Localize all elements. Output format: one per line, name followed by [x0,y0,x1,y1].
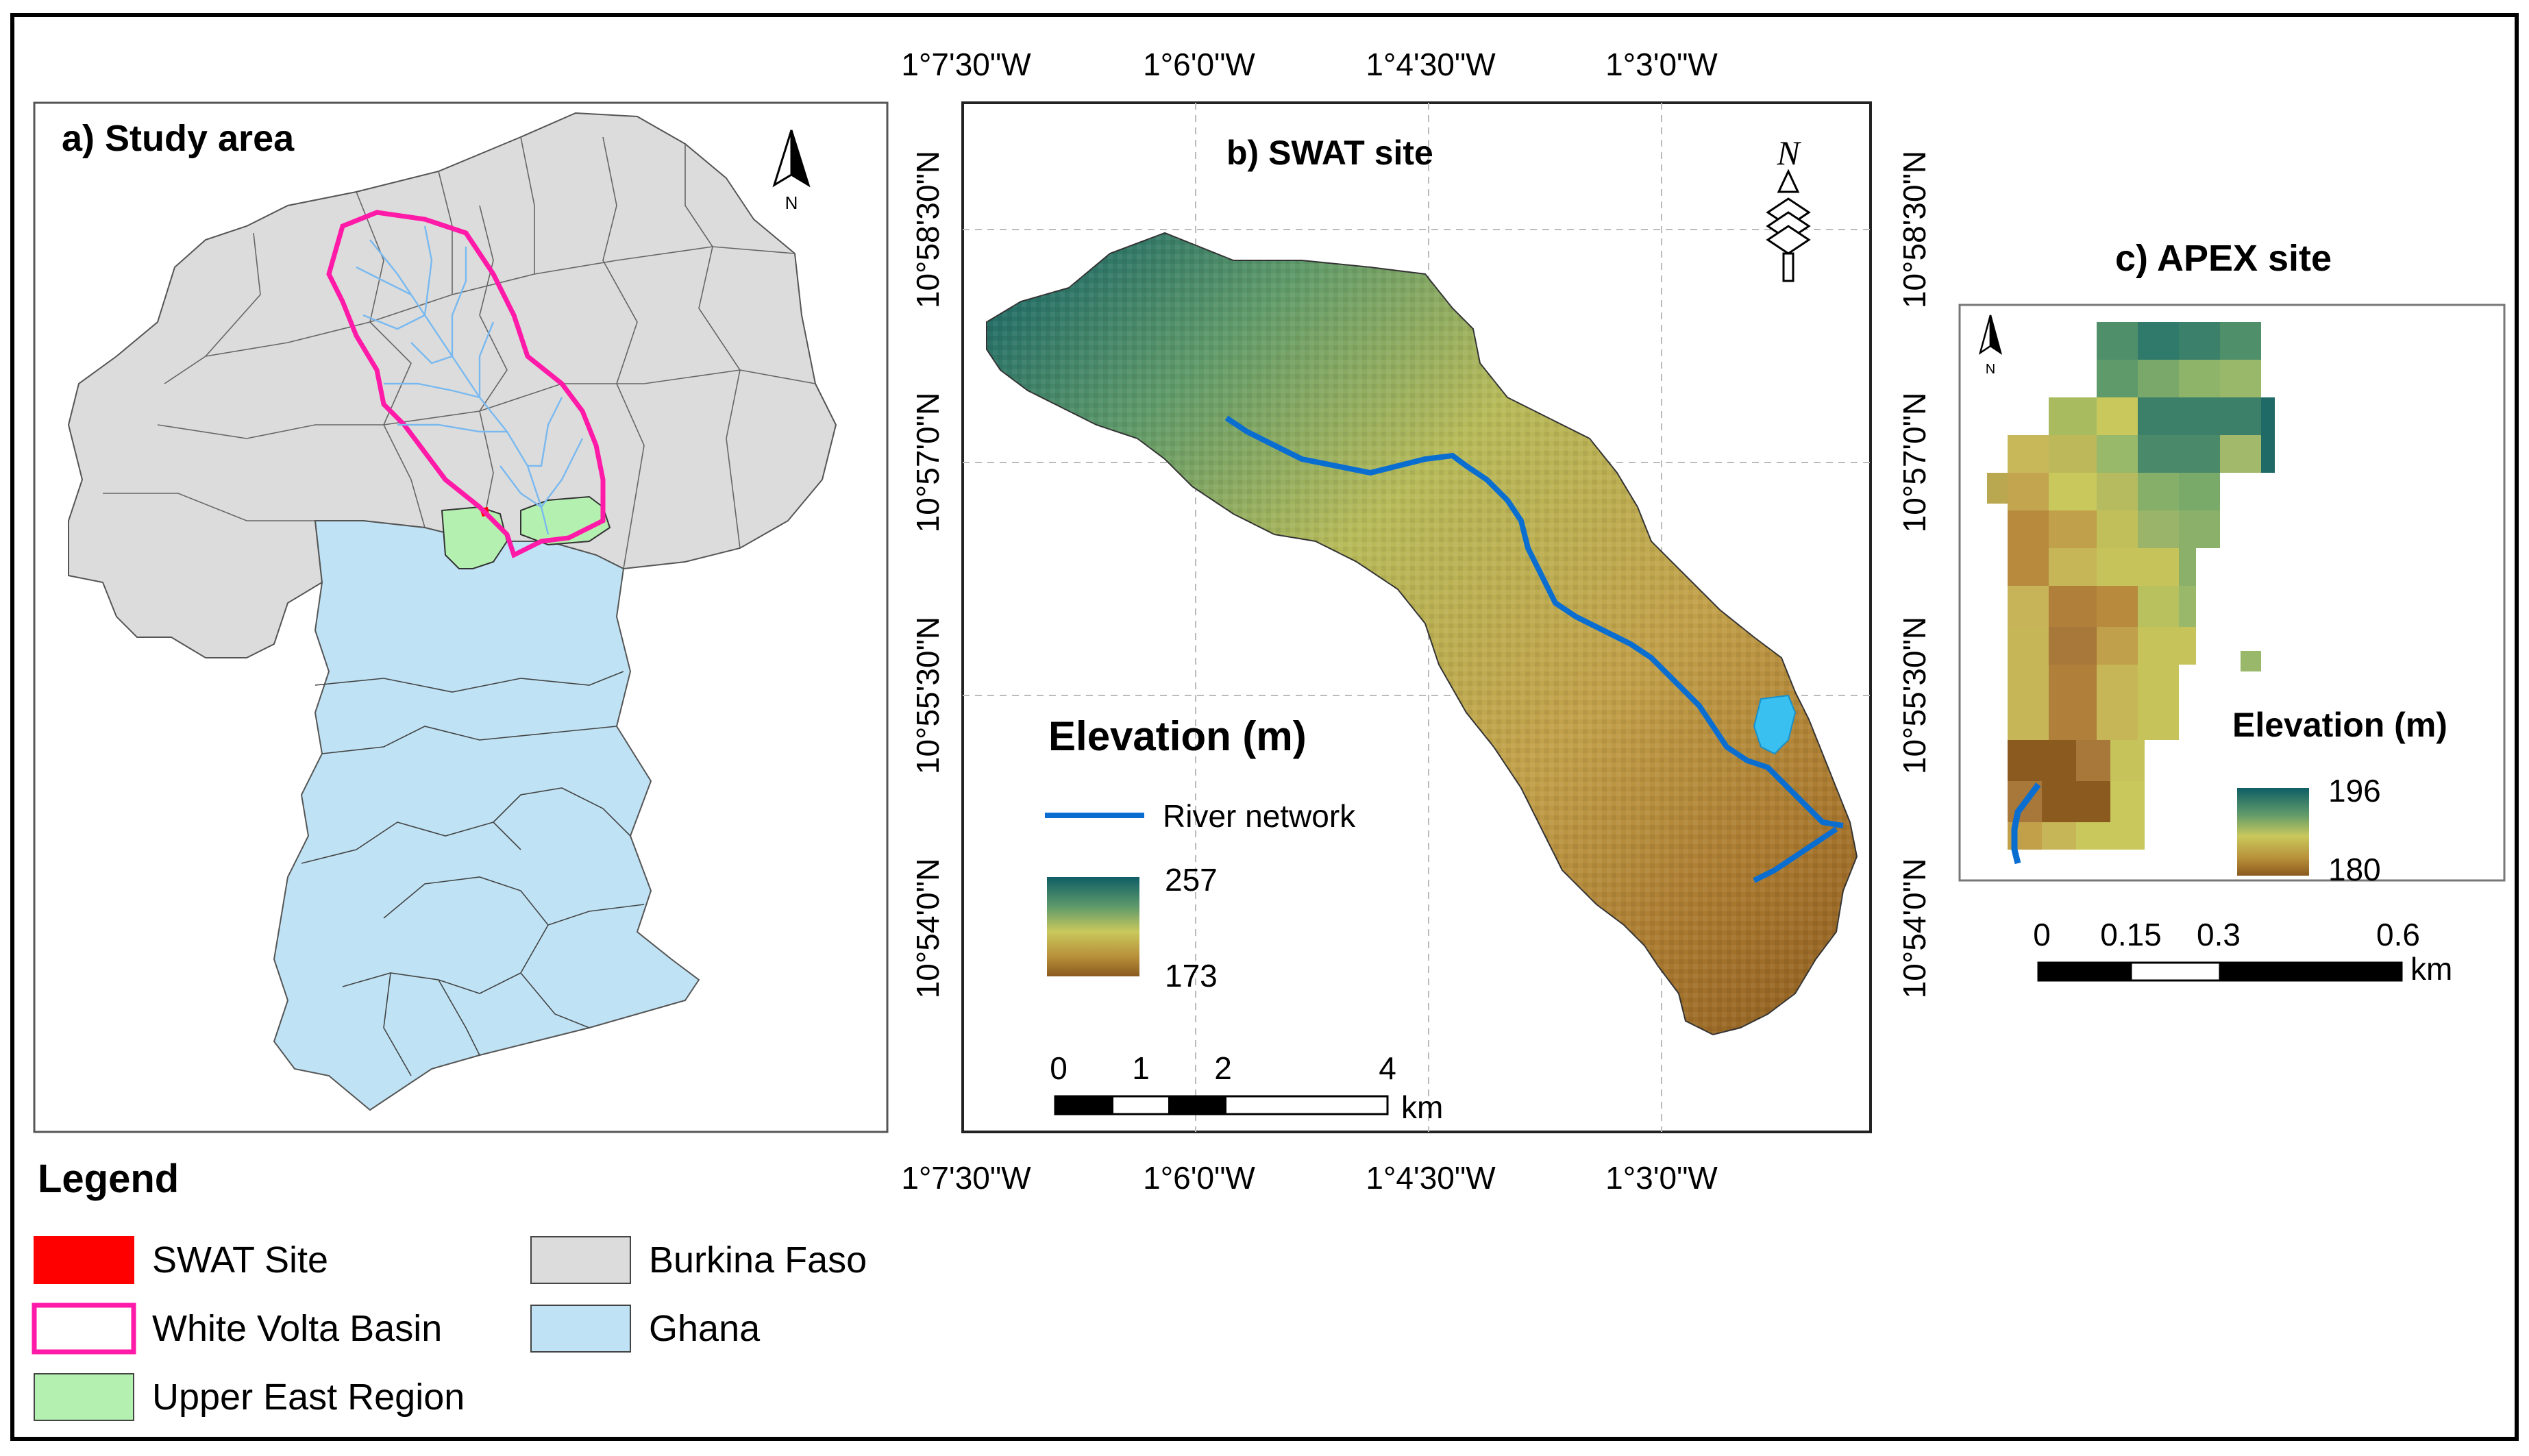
legend-title: Legend [38,1157,179,1201]
lon-top-tick-2: 1°4'30"W [1366,47,1496,82]
upper-east-region-right [520,495,611,546]
legend-swatch-2 [34,1373,134,1421]
ghana-area [273,520,700,1111]
burkina-faso-internal-borders [103,136,816,569]
basin-streams [356,225,584,535]
legend-label-2: Upper East Region [152,1377,465,1418]
legend-label-1: White Volta Basin [152,1308,442,1349]
panel-c-elev-max: 196 [2328,773,2381,809]
legend-label-4: Ghana [649,1308,761,1349]
panel-b-scale-bar [1054,1095,1389,1115]
legend-swatch-0 [34,1236,134,1284]
panel-c-scale-tick-1: 0.15 [2100,917,2162,952]
lat-right-tick-1: 10°57'0"N [1897,393,1932,533]
panel-c-scale-tick-0: 0 [2033,917,2051,952]
legend-items: SWAT Site White Volta Basin Upper East Reg… [32,1236,867,1421]
panel-b-scale-tick-0: 0 [1050,1050,1068,1086]
lat-right-tick-3: 10°54'0"N [1897,859,1932,999]
legend-swatch-4 [530,1305,631,1353]
legend-swatch-1 [32,1303,136,1355]
panel-b-legend-title: Elevation (m) [1048,713,1307,759]
legend-label-3: Burkina Faso [649,1239,867,1281]
lon-top-tick-3: 1°3'0"W [1605,47,1718,82]
panel-b-elev-min: 173 [1165,958,1218,994]
lon-bottom-tick-1: 1°6'0"W [1143,1160,1255,1196]
lon-top-tick-1: 1°6'0"W [1143,47,1255,82]
panel-c-scale-unit: km [2410,951,2452,987]
panel-b-scale-unit: km [1401,1089,1443,1125]
swat-reservoir [1753,694,1797,755]
panel-c-scale-bar [2037,961,2403,982]
panel-b-north-arrow-icon: N [1766,134,1811,282]
panel-b-title: b) SWAT site [1226,134,1433,172]
legend-swatch-3 [530,1236,631,1284]
lat-left-tick-3: 10°54'0"N [910,859,946,999]
panel-c-north-label: N [1986,362,1995,377]
river-legend-label: River network [1163,798,1356,834]
apex-river [2011,782,2041,865]
panel-c-scale-tick-2: 0.3 [2197,917,2241,952]
panel-c-scale-tick-3: 0.6 [2376,917,2420,952]
panel-b-scale-tick-2: 2 [1214,1050,1232,1086]
panel-b-scale-tick-3: 4 [1379,1050,1396,1086]
panel-c-north-arrow-icon: N [1978,314,2003,377]
ghana-internal-borders [301,671,645,1076]
panel-b-north-label: N [1776,134,1801,172]
white-volta-basin-outline [326,210,606,558]
swat-river-network [1224,415,1844,883]
panel-a-north-label: N [785,193,798,213]
panel-c-title: c) APEX site [2115,238,2332,279]
panel-a-title: a) Study area [62,118,295,159]
lon-bottom-tick-0: 1°7'30"W [901,1160,1031,1196]
panel-c-legend-title: Elevation (m) [2232,706,2447,744]
lon-bottom-tick-2: 1°4'30"W [1366,1160,1496,1196]
panel-b-elevation-ramp [1047,877,1139,976]
lon-top-tick-0: 1°7'30"W [901,47,1031,82]
lat-left-tick-2: 10°55'30"N [910,617,946,774]
lat-right-tick-2: 10°55'30"N [1897,617,1932,774]
swat-watershed-texture [987,233,1857,1035]
panel-c-elev-min: 180 [2328,852,2381,887]
panel-b-elev-max: 257 [1165,862,1218,898]
panel-a-north-arrow-icon: N [772,129,811,213]
lat-left-tick-1: 10°57'0"N [910,393,946,533]
lat-right-tick-0: 10°58'30"N [1897,151,1932,308]
legend-label-0: SWAT Site [152,1239,328,1281]
lat-left-tick-0: 10°58'30"N [910,151,946,308]
panel-c-elevation-ramp [2237,788,2309,876]
panel-b-scale-tick-1: 1 [1132,1050,1150,1086]
apex-elevation-raster [1987,322,2275,850]
lon-bottom-tick-3: 1°3'0"W [1605,1160,1718,1196]
